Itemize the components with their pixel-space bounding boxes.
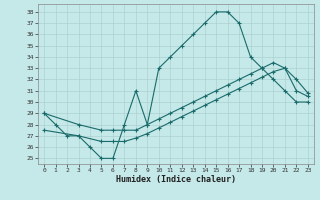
X-axis label: Humidex (Indice chaleur): Humidex (Indice chaleur)	[116, 175, 236, 184]
